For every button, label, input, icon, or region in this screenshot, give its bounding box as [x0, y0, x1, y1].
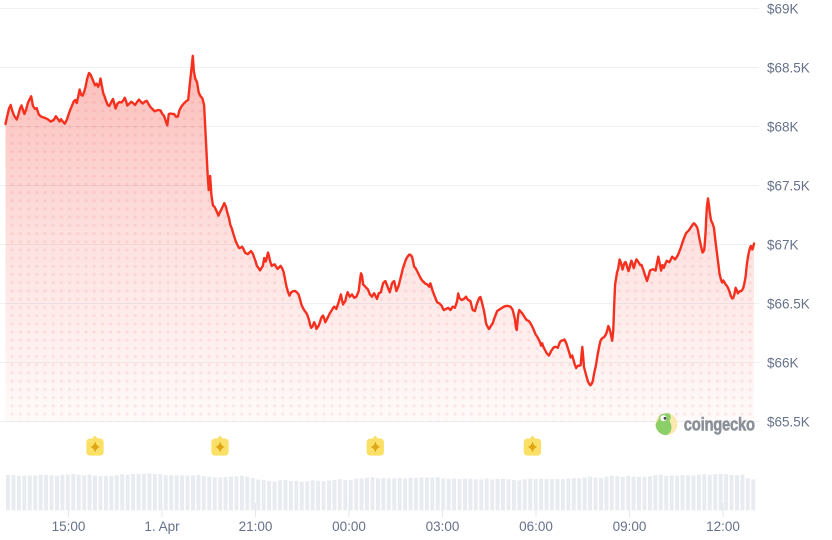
svg-text:1. Apr: 1. Apr — [144, 519, 180, 534]
svg-text:$67.5K: $67.5K — [767, 178, 810, 193]
svg-text:09:00: 09:00 — [613, 519, 647, 534]
svg-text:00:00: 00:00 — [332, 519, 366, 534]
svg-text:06:00: 06:00 — [519, 519, 553, 534]
svg-text:21:00: 21:00 — [239, 519, 273, 534]
svg-text:$66K: $66K — [767, 355, 799, 370]
svg-text:03:00: 03:00 — [426, 519, 460, 534]
svg-text:15:00: 15:00 — [52, 519, 86, 534]
svg-text:$67K: $67K — [767, 237, 799, 252]
svg-text:$68K: $68K — [767, 119, 799, 134]
svg-text:coingecko: coingecko — [684, 413, 755, 434]
svg-text:$69K: $69K — [767, 1, 799, 16]
svg-text:$65.5K: $65.5K — [767, 414, 810, 429]
svg-text:12:00: 12:00 — [706, 519, 740, 534]
svg-text:$68.5K: $68.5K — [767, 60, 810, 75]
svg-text:$66.5K: $66.5K — [767, 296, 810, 311]
